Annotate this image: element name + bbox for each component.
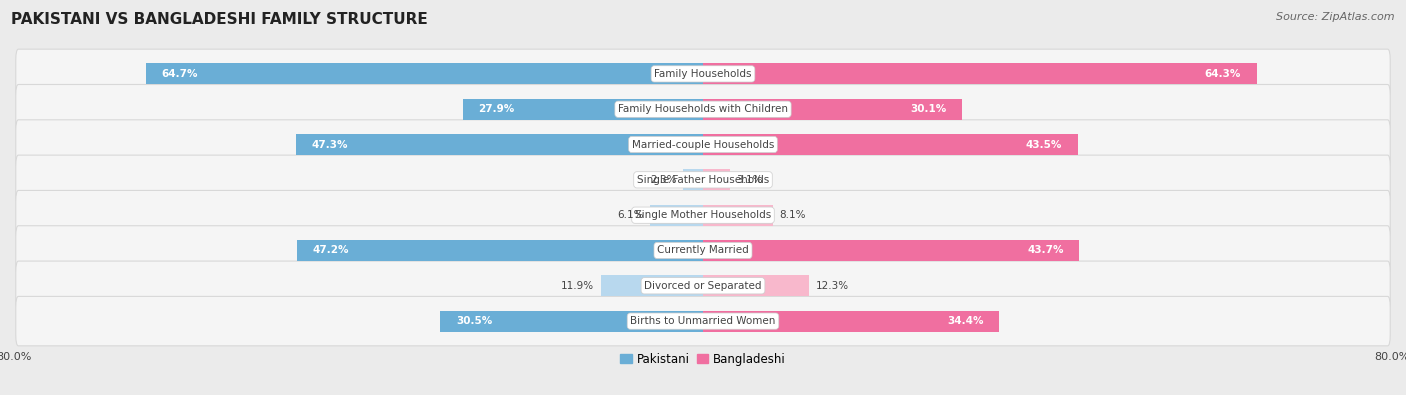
- Bar: [440, 310, 703, 332]
- Bar: [683, 169, 703, 190]
- FancyBboxPatch shape: [15, 155, 1391, 205]
- Bar: [703, 275, 808, 296]
- Bar: [651, 205, 703, 226]
- Text: Currently Married: Currently Married: [657, 245, 749, 256]
- Text: 27.9%: 27.9%: [478, 104, 515, 114]
- Text: Family Households: Family Households: [654, 69, 752, 79]
- Legend: Pakistani, Bangladeshi: Pakistani, Bangladeshi: [620, 353, 786, 366]
- FancyBboxPatch shape: [15, 296, 1391, 346]
- Text: 8.1%: 8.1%: [780, 210, 806, 220]
- Bar: [703, 240, 1080, 261]
- Text: PAKISTANI VS BANGLADESHI FAMILY STRUCTURE: PAKISTANI VS BANGLADESHI FAMILY STRUCTUR…: [11, 12, 427, 27]
- Bar: [703, 134, 1077, 155]
- Bar: [297, 240, 703, 261]
- Bar: [295, 134, 703, 155]
- Text: Family Households with Children: Family Households with Children: [619, 104, 787, 114]
- Text: Single Mother Households: Single Mother Households: [636, 210, 770, 220]
- Text: 64.7%: 64.7%: [162, 69, 198, 79]
- Text: Divorced or Separated: Divorced or Separated: [644, 281, 762, 291]
- Text: 43.5%: 43.5%: [1026, 139, 1062, 150]
- FancyBboxPatch shape: [15, 85, 1391, 134]
- Text: Source: ZipAtlas.com: Source: ZipAtlas.com: [1277, 12, 1395, 22]
- FancyBboxPatch shape: [15, 261, 1391, 310]
- FancyBboxPatch shape: [15, 190, 1391, 240]
- Text: 47.2%: 47.2%: [312, 245, 349, 256]
- Text: 11.9%: 11.9%: [561, 281, 593, 291]
- Text: 3.1%: 3.1%: [737, 175, 763, 185]
- FancyBboxPatch shape: [15, 226, 1391, 275]
- Text: 6.1%: 6.1%: [617, 210, 644, 220]
- Text: Births to Unmarried Women: Births to Unmarried Women: [630, 316, 776, 326]
- Bar: [703, 169, 730, 190]
- Bar: [146, 63, 703, 85]
- Text: 2.3%: 2.3%: [650, 175, 676, 185]
- Bar: [703, 63, 1257, 85]
- Bar: [463, 99, 703, 120]
- Text: 12.3%: 12.3%: [815, 281, 849, 291]
- Bar: [600, 275, 703, 296]
- Text: 30.1%: 30.1%: [911, 104, 946, 114]
- Text: 64.3%: 64.3%: [1205, 69, 1241, 79]
- Text: Married-couple Households: Married-couple Households: [631, 139, 775, 150]
- Text: 47.3%: 47.3%: [311, 139, 347, 150]
- FancyBboxPatch shape: [15, 49, 1391, 99]
- Bar: [703, 310, 1000, 332]
- Text: 34.4%: 34.4%: [948, 316, 984, 326]
- Text: Single Father Households: Single Father Households: [637, 175, 769, 185]
- Text: 30.5%: 30.5%: [456, 316, 492, 326]
- Text: 43.7%: 43.7%: [1028, 245, 1064, 256]
- Bar: [703, 205, 773, 226]
- FancyBboxPatch shape: [15, 120, 1391, 169]
- Bar: [703, 99, 962, 120]
